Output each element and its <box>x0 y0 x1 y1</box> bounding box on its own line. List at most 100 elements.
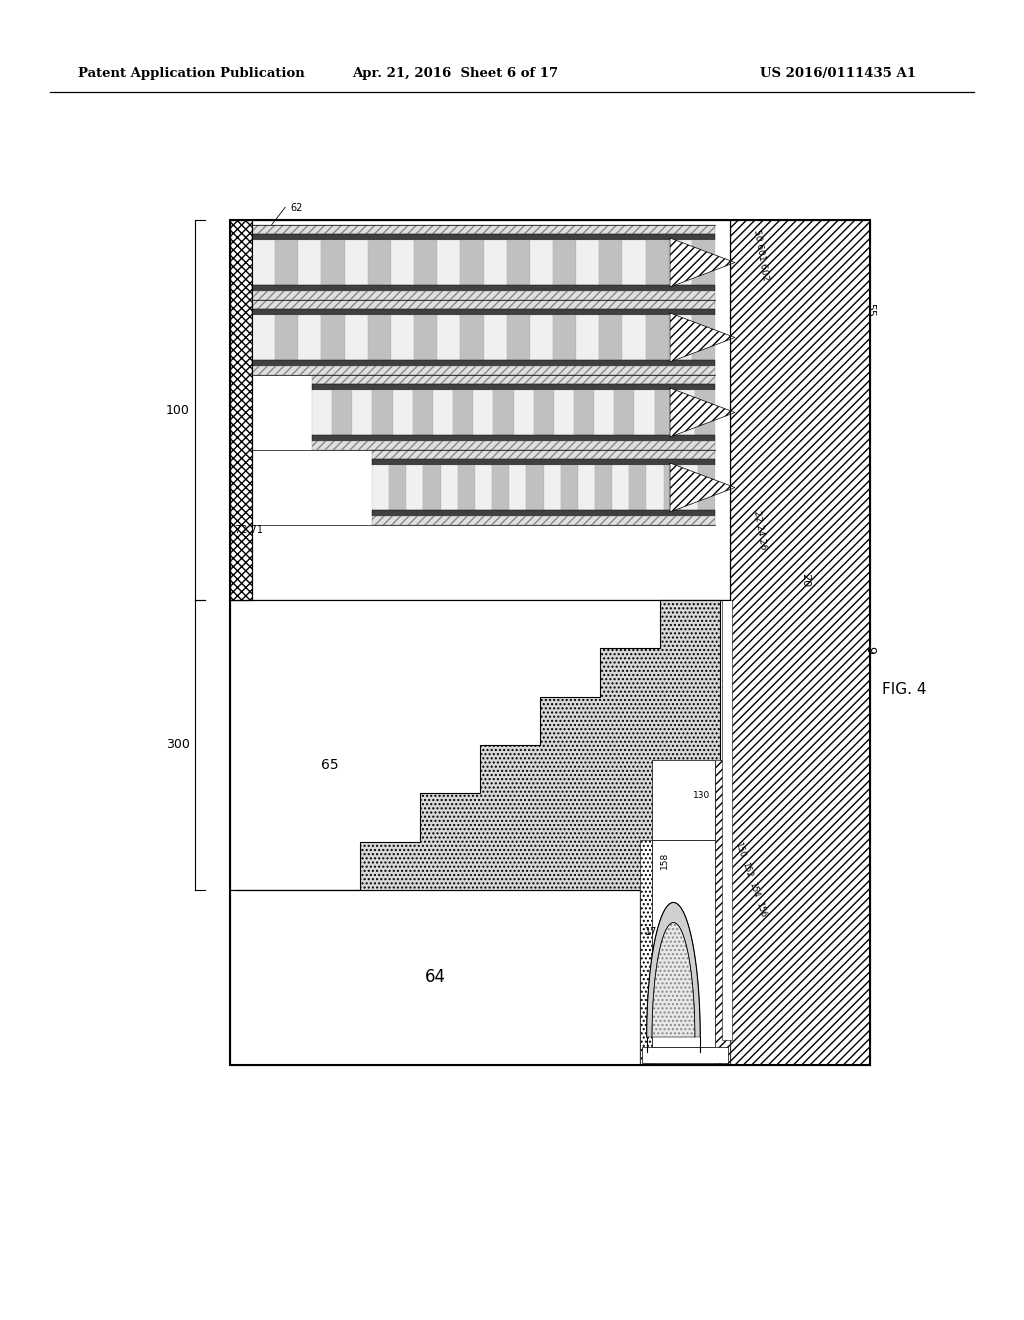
Bar <box>312 441 715 450</box>
Text: 42: 42 <box>324 333 333 342</box>
Bar <box>614 389 635 436</box>
Bar <box>675 389 695 436</box>
Bar <box>230 220 730 601</box>
Text: 120: 120 <box>662 1049 681 1060</box>
Bar <box>640 840 652 1065</box>
Text: 32: 32 <box>431 333 440 342</box>
Bar <box>230 220 730 601</box>
Text: 130: 130 <box>693 791 710 800</box>
Bar <box>332 389 352 436</box>
Bar <box>252 309 715 315</box>
Bar <box>391 240 414 285</box>
Bar <box>509 465 526 510</box>
Bar <box>553 240 577 285</box>
Bar <box>529 240 553 285</box>
Bar <box>493 465 509 510</box>
Bar <box>612 465 630 510</box>
Bar <box>526 465 544 510</box>
Bar <box>513 389 534 436</box>
Text: 10: 10 <box>721 680 733 690</box>
Bar <box>252 360 715 366</box>
Bar <box>391 315 414 360</box>
Bar <box>298 240 322 285</box>
Text: 142: 142 <box>253 330 261 345</box>
Polygon shape <box>652 923 695 1038</box>
Bar <box>312 384 715 389</box>
Bar <box>623 240 645 285</box>
Bar <box>440 465 458 510</box>
Bar <box>275 240 298 285</box>
Bar <box>594 389 614 436</box>
Text: 64: 64 <box>425 968 445 986</box>
Bar <box>669 240 692 285</box>
Text: 55: 55 <box>865 304 874 317</box>
Bar <box>681 465 697 510</box>
Bar <box>573 389 594 436</box>
Bar <box>230 220 252 601</box>
Bar <box>577 315 599 360</box>
Bar <box>645 315 669 360</box>
Bar <box>553 315 577 360</box>
Bar <box>230 220 870 1065</box>
Bar <box>529 315 553 360</box>
Bar <box>669 315 692 360</box>
Bar <box>652 840 715 1047</box>
Text: 300: 300 <box>166 738 190 751</box>
Bar <box>664 465 681 510</box>
Text: 42: 42 <box>467 333 476 342</box>
Bar <box>368 240 391 285</box>
Bar <box>372 465 389 510</box>
Bar <box>389 465 407 510</box>
Bar <box>473 389 494 436</box>
Bar <box>352 389 373 436</box>
Bar <box>312 436 715 441</box>
Bar <box>322 315 345 360</box>
Bar <box>715 760 730 1065</box>
Bar <box>494 389 513 436</box>
Bar <box>407 465 424 510</box>
Polygon shape <box>670 313 735 362</box>
Polygon shape <box>234 601 720 890</box>
Text: 20: 20 <box>800 573 810 587</box>
Text: 100: 100 <box>166 404 190 417</box>
Bar <box>298 315 322 360</box>
Bar <box>534 389 554 436</box>
Bar <box>368 315 391 360</box>
Text: 50 601 602: 50 601 602 <box>752 228 770 281</box>
Bar <box>577 240 599 285</box>
Bar <box>312 389 332 436</box>
Bar <box>230 890 640 1065</box>
Bar <box>345 240 368 285</box>
Text: 32: 32 <box>359 333 369 342</box>
Text: 42: 42 <box>539 333 547 342</box>
Bar <box>645 240 669 285</box>
Bar <box>599 315 623 360</box>
Bar <box>640 760 730 1065</box>
Bar <box>692 315 715 360</box>
Bar <box>414 315 437 360</box>
Text: 42: 42 <box>395 333 404 342</box>
Polygon shape <box>670 463 735 512</box>
Bar <box>372 516 715 525</box>
Text: 158: 158 <box>660 851 669 869</box>
Bar <box>372 510 715 516</box>
Text: 31: 31 <box>706 770 718 780</box>
Bar <box>252 300 715 309</box>
Bar <box>578 465 595 510</box>
Bar <box>507 240 529 285</box>
Text: 70: 70 <box>257 256 267 269</box>
Bar <box>483 240 507 285</box>
Bar <box>646 465 664 510</box>
Bar <box>373 389 392 436</box>
Text: 62: 62 <box>290 203 302 213</box>
Bar <box>372 459 715 465</box>
Text: FIG. 4: FIG. 4 <box>882 682 927 697</box>
Bar <box>230 601 730 890</box>
Text: 150: 150 <box>733 841 746 859</box>
Text: 9: 9 <box>863 645 877 653</box>
Bar <box>322 240 345 285</box>
Polygon shape <box>670 238 735 286</box>
Bar <box>433 389 453 436</box>
Bar <box>252 240 275 285</box>
Bar <box>414 240 437 285</box>
